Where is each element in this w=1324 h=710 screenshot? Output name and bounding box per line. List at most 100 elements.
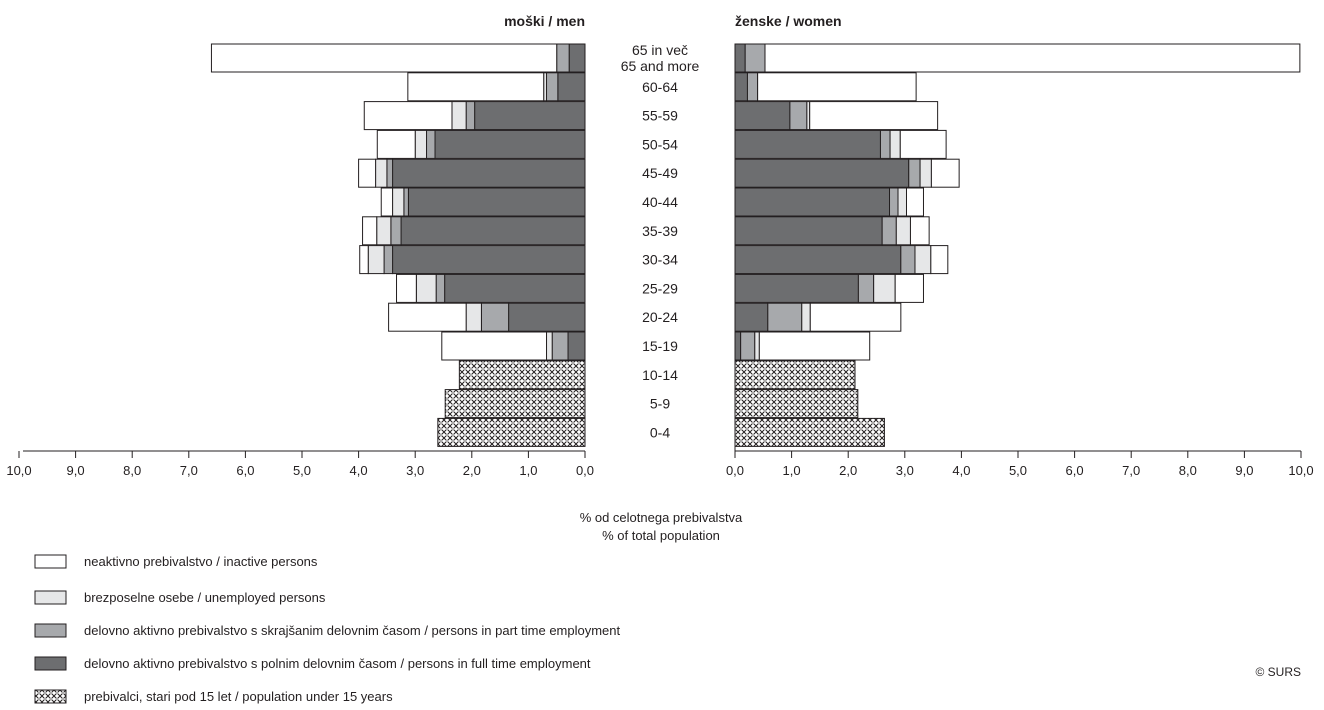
copyright-notice: © SURS	[1255, 665, 1301, 679]
men-bar-full-5	[407, 187, 586, 217]
men-bar-unemp-7	[367, 245, 385, 275]
men-bar-full-1	[557, 72, 586, 102]
women-bar-inact-7	[930, 245, 949, 275]
men-tick-label-7: 3,0	[406, 463, 424, 478]
women-bar-under15-13	[734, 417, 885, 447]
age-label-0-line-1: 65 and more	[621, 58, 700, 74]
women-tick-label-7: 7,0	[1122, 463, 1140, 478]
men-bar-full-3	[434, 129, 586, 159]
age-label-3: 50-54	[642, 136, 678, 152]
women-bar-under15-11	[734, 360, 856, 390]
women-bar-inact-3	[899, 129, 947, 159]
men-bar-under15-13	[437, 417, 586, 447]
legend-label-under15: prebivalci, stari pod 15 let / populatio…	[84, 689, 393, 704]
women-tick-label-10: 10,0	[1288, 463, 1313, 478]
women-bar-inact-5	[905, 187, 924, 217]
women-bar-inact-4	[930, 158, 960, 188]
legend-item-under15: prebivalci, stari pod 15 let / populatio…	[34, 689, 393, 704]
women-bar-inact-9	[809, 302, 902, 332]
men-tick-label-4: 6,0	[236, 463, 254, 478]
men-bar-full-2	[474, 101, 586, 131]
legend-swatch-under15	[34, 689, 67, 704]
men-bar-full-4	[392, 158, 586, 188]
men-tick-label-0: 10,0	[6, 463, 31, 478]
age-label-6: 35-39	[642, 223, 678, 239]
women-bar-full-0	[734, 43, 746, 73]
legend-label-full-time: delovno aktivno prebivalstvo s polnim de…	[84, 656, 591, 671]
age-label-9: 20-24	[642, 309, 678, 325]
men-bar-part-0	[556, 43, 570, 73]
men-bar-full-6	[400, 216, 586, 246]
men-bar-part-8	[435, 273, 446, 303]
age-label-11: 10-14	[642, 367, 678, 383]
men-bar-inact-0	[210, 43, 558, 73]
legend-swatch-inactive	[34, 554, 67, 569]
women-bar-part-10	[740, 331, 756, 361]
men-tick-label-1: 9,0	[67, 463, 85, 478]
men-bar-inact-5	[380, 187, 394, 217]
women-bar-full-8	[734, 273, 859, 303]
men-bar-inact-3	[376, 129, 416, 159]
men-tick-label-9: 1,0	[519, 463, 537, 478]
age-label-7: 30-34	[642, 252, 678, 268]
women-bar-full-4	[734, 158, 910, 188]
men-bar-full-9	[508, 302, 586, 332]
women-bar-full-1	[734, 72, 748, 102]
legend-item-unemployed: brezposelne osebe / unemployed persons	[34, 590, 326, 605]
women-bar-full-6	[734, 216, 883, 246]
age-group-labels: 65 in več 65 and more 60-64 55-59 50-54 45-49…	[621, 42, 700, 440]
women-bar-part-6	[881, 216, 897, 246]
women-bar-full-5	[734, 187, 891, 217]
women-tick-label-2: 2,0	[839, 463, 857, 478]
women-bar-full-2	[734, 101, 791, 131]
men-tick-label-10: 0,0	[576, 463, 594, 478]
men-bar-unemp-9	[465, 302, 482, 332]
women-bar-part-2	[789, 101, 808, 131]
men-tick-label-2: 8,0	[123, 463, 141, 478]
women-bar-part-9	[767, 302, 803, 332]
legend-item-full-time: delovno aktivno prebivalstvo s polnim de…	[34, 656, 591, 671]
women-tick-label-9: 9,0	[1235, 463, 1253, 478]
legend-label-inactive: neaktivno prebivalstvo / inactive person…	[84, 554, 318, 569]
legend-item-part-time: delovno aktivno prebivalstvo s skrajšani…	[34, 623, 621, 638]
men-bar-part-7	[383, 245, 394, 275]
women-tick-label-0: 0,0	[726, 463, 744, 478]
men-bar-part-4	[386, 158, 394, 188]
men-tick-label-3: 7,0	[180, 463, 198, 478]
men-bar-part-6	[390, 216, 402, 246]
women-bar-part-1	[746, 72, 759, 102]
women-bar-inact-6	[909, 216, 930, 246]
women-bar-inact-1	[757, 72, 917, 102]
women-bar-full-3	[734, 129, 881, 159]
women-bar-inact-2	[809, 101, 939, 131]
women-bar-full-10	[734, 331, 742, 361]
women-bar-part-7	[900, 245, 916, 275]
men-bar-unemp-5	[392, 187, 405, 217]
men-bar-part-5	[403, 187, 409, 217]
men-bar-unemp-2	[451, 101, 467, 131]
women-x-ticks: 0,0 1,0 2,0 3,0 4,0 5,0 6,0 7,0 8,0 9,0 10,0	[726, 451, 1314, 478]
women-bar-part-8	[857, 273, 875, 303]
men-bar-part-9	[480, 302, 510, 332]
men-tick-label-8: 2,0	[463, 463, 481, 478]
men-bar-full-0	[568, 43, 586, 73]
men-bar-unemp-6	[376, 216, 392, 246]
men-bar-part-10	[551, 331, 569, 361]
age-label-1: 60-64	[642, 79, 678, 95]
legend-label-part-time: delovno aktivno prebivalstvo s skrajšani…	[84, 623, 621, 638]
men-bar-inact-4	[358, 158, 377, 188]
age-label-4: 45-49	[642, 165, 678, 181]
men-x-ticks: 10,0 9,0 8,0 7,0 6,0 5,0 4,0 3,0 2,0 1,0 0,0	[6, 451, 594, 478]
women-bar-unemp-8	[873, 273, 896, 303]
women-bar-part-4	[908, 158, 921, 188]
women-bar-unemp-4	[919, 158, 932, 188]
men-bar-part-3	[426, 129, 436, 159]
age-label-13: 0-4	[650, 424, 670, 440]
legend-label-unemployed: brezposelne osebe / unemployed persons	[84, 590, 326, 605]
men-bar-unemp-3	[414, 129, 428, 159]
men-bar-inact-9	[388, 302, 467, 332]
women-bar-under15-12	[734, 389, 859, 419]
men-bar-inact-2	[363, 101, 453, 131]
age-label-2: 55-59	[642, 108, 678, 124]
